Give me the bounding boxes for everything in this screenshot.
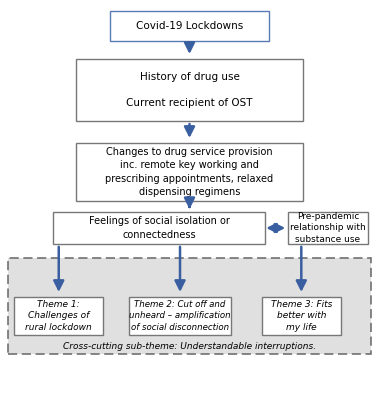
Text: Theme 3: Fits
better with
my life: Theme 3: Fits better with my life <box>271 300 332 332</box>
Text: Pre-pandemic
relationship with
substance use: Pre-pandemic relationship with substance… <box>290 212 366 244</box>
Text: Feelings of social isolation or
connectedness: Feelings of social isolation or connecte… <box>89 216 230 240</box>
FancyBboxPatch shape <box>8 258 371 354</box>
Text: Theme 1:
Challenges of
rural lockdown: Theme 1: Challenges of rural lockdown <box>25 300 92 332</box>
FancyBboxPatch shape <box>129 297 231 335</box>
FancyBboxPatch shape <box>76 59 303 121</box>
Text: History of drug use

Current recipient of OST: History of drug use Current recipient of… <box>126 72 253 108</box>
FancyBboxPatch shape <box>110 11 269 41</box>
FancyBboxPatch shape <box>53 212 265 244</box>
Text: Covid-19 Lockdowns: Covid-19 Lockdowns <box>136 21 243 31</box>
Text: Cross-cutting sub-theme: Understandable interruptions.: Cross-cutting sub-theme: Understandable … <box>63 342 316 351</box>
Text: Changes to drug service provision
inc. remote key working and
prescribing appoin: Changes to drug service provision inc. r… <box>105 147 274 197</box>
FancyBboxPatch shape <box>14 297 103 335</box>
FancyBboxPatch shape <box>76 143 303 201</box>
FancyBboxPatch shape <box>262 297 341 335</box>
Text: Theme 2: Cut off and
unheard – amplification
of social disconnection: Theme 2: Cut off and unheard – amplifica… <box>129 300 231 332</box>
FancyBboxPatch shape <box>288 212 368 244</box>
